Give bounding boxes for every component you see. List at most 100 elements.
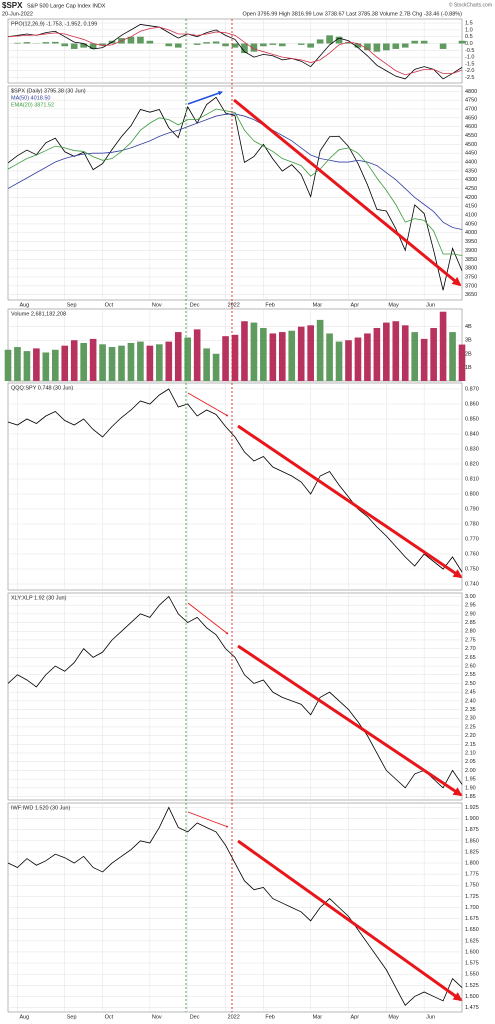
- bar: [165, 43, 173, 47]
- panels: 1.51.00.50.0-0.5-1.0-1.5-2.0-2.5 PPO(12,2…: [4, 18, 479, 1020]
- bar: [156, 344, 163, 381]
- y-tick-label: 4450: [465, 151, 477, 157]
- bar: [345, 42, 352, 44]
- x-tick-label: Dec: [190, 1014, 200, 1020]
- y-tick-label: 4B: [465, 324, 472, 330]
- y-tick-label: 1.675: [465, 916, 479, 922]
- x-tick-label: Feb: [265, 302, 274, 308]
- bar: [278, 332, 286, 381]
- y-tick-label: 1.90: [465, 785, 476, 791]
- bar: [184, 337, 192, 381]
- bar: [401, 325, 409, 381]
- x-tick-label: Aug: [19, 302, 29, 308]
- y-tick-label: 4600: [465, 124, 477, 130]
- y-tick-label: 0.850: [465, 416, 479, 422]
- bar: [326, 333, 333, 381]
- bar: [297, 43, 305, 45]
- bar: [458, 344, 466, 381]
- panel-title: QQQ:SPY 0.748 (30 Jun): [11, 385, 73, 391]
- y-tick-label: 2B: [465, 351, 472, 357]
- y-tick-label: 4250: [465, 186, 477, 192]
- bar: [51, 41, 59, 44]
- bar: [420, 40, 428, 44]
- y-tick-label: 1.525: [465, 983, 479, 989]
- y-tick-label: 1.0: [465, 27, 473, 33]
- trend-arrow: [233, 98, 462, 287]
- y-tick-label: 2.90: [465, 611, 476, 617]
- y-tick-label: 4350: [465, 168, 477, 174]
- bar: [373, 43, 381, 52]
- y-tick-label: 2.60: [465, 664, 476, 670]
- y-tick-label: 4750: [465, 98, 477, 104]
- bar: [269, 43, 277, 45]
- y-tick-label: 2.50: [465, 681, 476, 687]
- bar: [193, 43, 201, 45]
- y-tick-label: 3.00: [465, 594, 476, 600]
- y-tick-label: 4650: [465, 115, 477, 121]
- y-tick-label: 1.600: [465, 949, 479, 955]
- y-tick-label: 1.850: [465, 838, 479, 844]
- x-tick-label: 2022: [228, 1014, 240, 1020]
- credit: © StockCharts.com: [449, 1, 492, 8]
- y-tick-label: 1.95: [465, 777, 476, 783]
- bar: [307, 43, 314, 48]
- y-tick-label: 3800: [465, 266, 477, 272]
- y-tick-label: -2.5: [465, 75, 474, 81]
- bar: [449, 332, 456, 381]
- panel-frame: [7, 85, 463, 301]
- y-tick-label: 1.925: [465, 805, 479, 811]
- trend-arrow: [237, 839, 463, 1002]
- line: [7, 24, 463, 80]
- y-tick-label: 2.15: [465, 742, 476, 748]
- y-tick-label: 1.625: [465, 938, 479, 944]
- x-tick-label: Sep: [67, 1014, 77, 1020]
- y-tick-label: 4500: [465, 142, 477, 148]
- y-tick-label: 3750: [465, 274, 477, 280]
- bar: [99, 43, 106, 46]
- bar: [439, 311, 447, 381]
- bar: [260, 43, 267, 47]
- y-tick-label: -1.5: [465, 61, 474, 67]
- y-tick-label: 3950: [465, 239, 477, 245]
- y-tick-label: 2.70: [465, 646, 476, 652]
- bar: [4, 349, 12, 381]
- y-tick-label: 2.95: [465, 603, 476, 609]
- y-tick-label: 4700: [465, 106, 477, 112]
- y-tick-label: 2.00: [465, 768, 476, 774]
- y-tick-label: -2.0: [465, 68, 474, 74]
- panel-title: XLY:XLP 1.92 (30 Jun): [11, 595, 67, 601]
- y-tick-label: 0.780: [465, 521, 479, 527]
- bar: [420, 338, 428, 381]
- bar: [80, 43, 87, 48]
- panel-frame: [7, 382, 463, 591]
- bar: [222, 43, 229, 47]
- y-tick-label: 2.40: [465, 698, 476, 704]
- y-tick-label: 0.740: [465, 581, 479, 587]
- thin-arrow: [187, 602, 229, 635]
- y-tick-label: 4200: [465, 195, 477, 201]
- bar: [212, 353, 220, 381]
- y-tick-label: 2.10: [465, 750, 476, 756]
- x-tick-label: May: [388, 302, 399, 308]
- bar: [392, 43, 400, 49]
- y-tick-label: 0.800: [465, 491, 479, 497]
- y-tick-label: 1.575: [465, 961, 479, 967]
- x-tick-label: Mar: [313, 1014, 323, 1020]
- bar: [297, 326, 305, 381]
- y-tick-label: 2.35: [465, 707, 476, 713]
- bar: [335, 36, 343, 44]
- bar: [127, 36, 135, 44]
- y-tick-label: 3850: [465, 257, 477, 263]
- y-tick-label: 0.810: [465, 476, 479, 482]
- bar: [61, 43, 69, 47]
- bar: [401, 43, 409, 48]
- bar: [241, 321, 248, 381]
- bar: [61, 345, 69, 381]
- y-tick-label: 1.775: [465, 872, 479, 878]
- bar: [23, 351, 31, 381]
- x-tick-label: Dec: [190, 302, 200, 308]
- bar: [260, 328, 267, 381]
- y-tick-label: 3650: [465, 292, 477, 298]
- bar: [411, 332, 419, 381]
- x-tick-label: Aug: [19, 1014, 29, 1020]
